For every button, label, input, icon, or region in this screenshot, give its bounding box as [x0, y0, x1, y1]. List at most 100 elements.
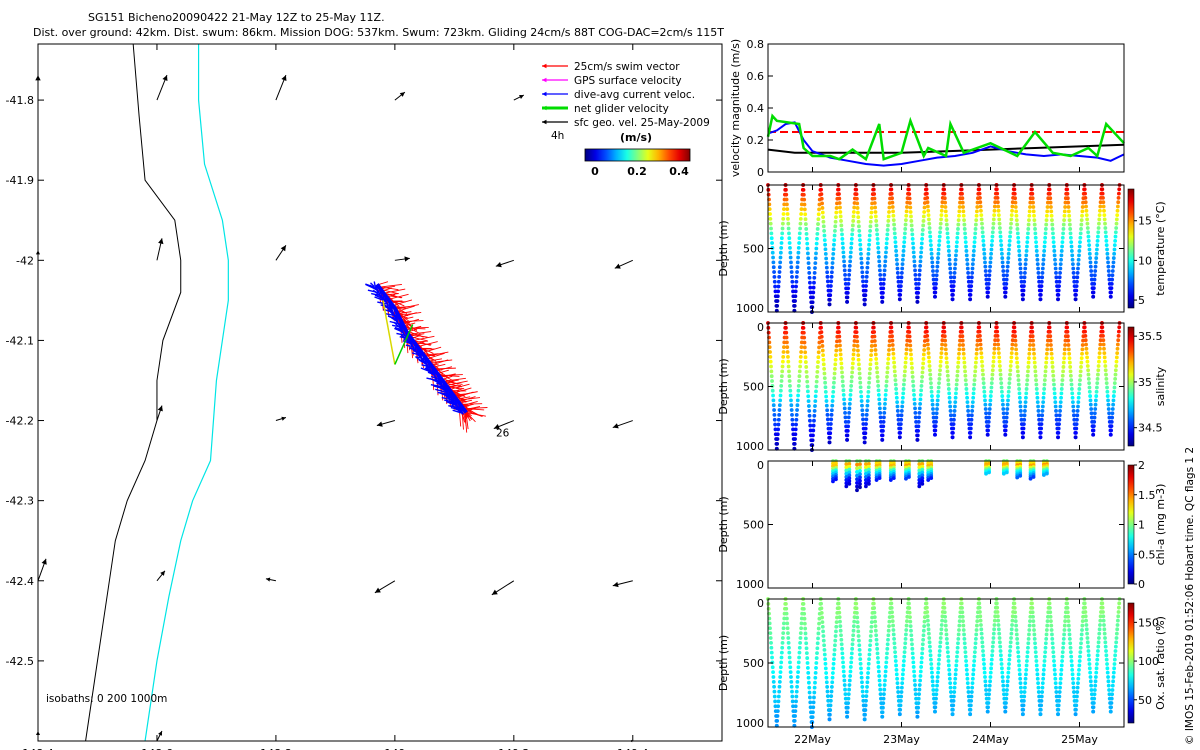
profile-point [894, 672, 899, 677]
profile-point [884, 246, 889, 250]
velocity-y-tick-label: 0 [757, 166, 764, 179]
profile-point [1066, 209, 1071, 214]
profile-point [790, 274, 794, 279]
profile-point [1109, 428, 1113, 433]
profile-point [1067, 632, 1072, 637]
profile-point [991, 221, 996, 226]
profile-point [1094, 670, 1099, 675]
swim-vector [423, 353, 439, 356]
profile-point [856, 629, 861, 634]
profile-point [962, 218, 966, 223]
profile-point [943, 205, 948, 209]
profile-point [1025, 654, 1030, 659]
profile-point [901, 253, 906, 258]
profile-point [779, 650, 784, 655]
depth-y-tick-label: 500 [743, 243, 764, 256]
profile-point [864, 279, 869, 284]
profile-point [951, 431, 955, 435]
profile-point [1093, 675, 1098, 679]
profile-point [1091, 294, 1096, 299]
profile-point [952, 685, 957, 690]
chl-point [864, 484, 868, 489]
depth-ylabel: Depth (m) [717, 358, 730, 414]
profile-point [1056, 431, 1061, 435]
profile-point [934, 696, 938, 701]
profile-point [1089, 688, 1094, 692]
profile-point [829, 274, 834, 279]
profile-point [937, 376, 942, 381]
profile-point [930, 256, 934, 260]
profile-point [861, 284, 866, 288]
profile-point [995, 200, 1000, 205]
profile-point [970, 676, 975, 681]
profile-point [1006, 398, 1010, 403]
profile-point [1049, 628, 1054, 632]
profile-point [848, 255, 853, 259]
profile-point [1095, 247, 1099, 252]
profile-point [1022, 279, 1027, 284]
profile-point [972, 378, 977, 383]
profile-point [787, 650, 792, 655]
profile-point [952, 279, 956, 284]
swim-vector [383, 288, 406, 294]
profile-point [788, 670, 793, 675]
profile-point [804, 646, 809, 651]
profile-point [799, 202, 804, 207]
chl-point [855, 462, 859, 467]
profile-point [1021, 707, 1026, 712]
profile-point [784, 330, 789, 335]
chl-point [888, 478, 893, 482]
profile-point [856, 215, 861, 220]
profile-point [812, 685, 817, 690]
profile-point [845, 710, 850, 715]
chl-point [864, 462, 868, 467]
profile-point [1095, 376, 1100, 381]
profile-point [1008, 234, 1012, 239]
profile-point [868, 362, 873, 367]
profile-point [1066, 205, 1071, 209]
profile-point [987, 407, 992, 411]
profile-point [1049, 619, 1053, 624]
profile-point [969, 422, 974, 427]
profile-point [1113, 230, 1118, 235]
profile-point [920, 651, 925, 656]
profile-point [778, 255, 783, 260]
profile-point [947, 257, 952, 262]
profile-point [1034, 382, 1039, 387]
profile-point [1110, 415, 1115, 420]
profile-point [972, 382, 977, 387]
profile-point [1109, 281, 1114, 286]
profile-point [938, 640, 943, 645]
profile-point [920, 237, 925, 241]
profile-point [837, 201, 842, 205]
profile-point [951, 288, 956, 293]
profile-point [812, 413, 817, 418]
profile-point [1074, 699, 1079, 703]
profile-point [772, 279, 777, 284]
profile-point [786, 631, 790, 636]
profile-point [1070, 672, 1075, 677]
chl-point [917, 478, 922, 482]
profile-point [957, 623, 962, 628]
profile-point [1051, 369, 1055, 374]
profile-point [779, 383, 784, 388]
profile-point [924, 601, 929, 606]
profile-point [1000, 666, 1004, 671]
profile-point [784, 335, 789, 340]
profile-point [1111, 402, 1116, 407]
profile-point [874, 637, 879, 642]
profile-point [812, 271, 817, 275]
velocity-y-tick-label: 0.8 [747, 38, 765, 51]
profile-point [1058, 404, 1063, 409]
profile-point [829, 412, 834, 417]
depth-colorbar [1127, 326, 1135, 447]
profile-point [830, 399, 835, 403]
profile-point [1060, 659, 1064, 663]
profile-point [851, 628, 856, 633]
profile-point [794, 417, 799, 422]
profile-point [916, 696, 921, 701]
profile-point [1069, 654, 1074, 659]
profile-point [849, 655, 854, 660]
profile-point [1013, 200, 1018, 205]
profile-point [1018, 266, 1023, 271]
